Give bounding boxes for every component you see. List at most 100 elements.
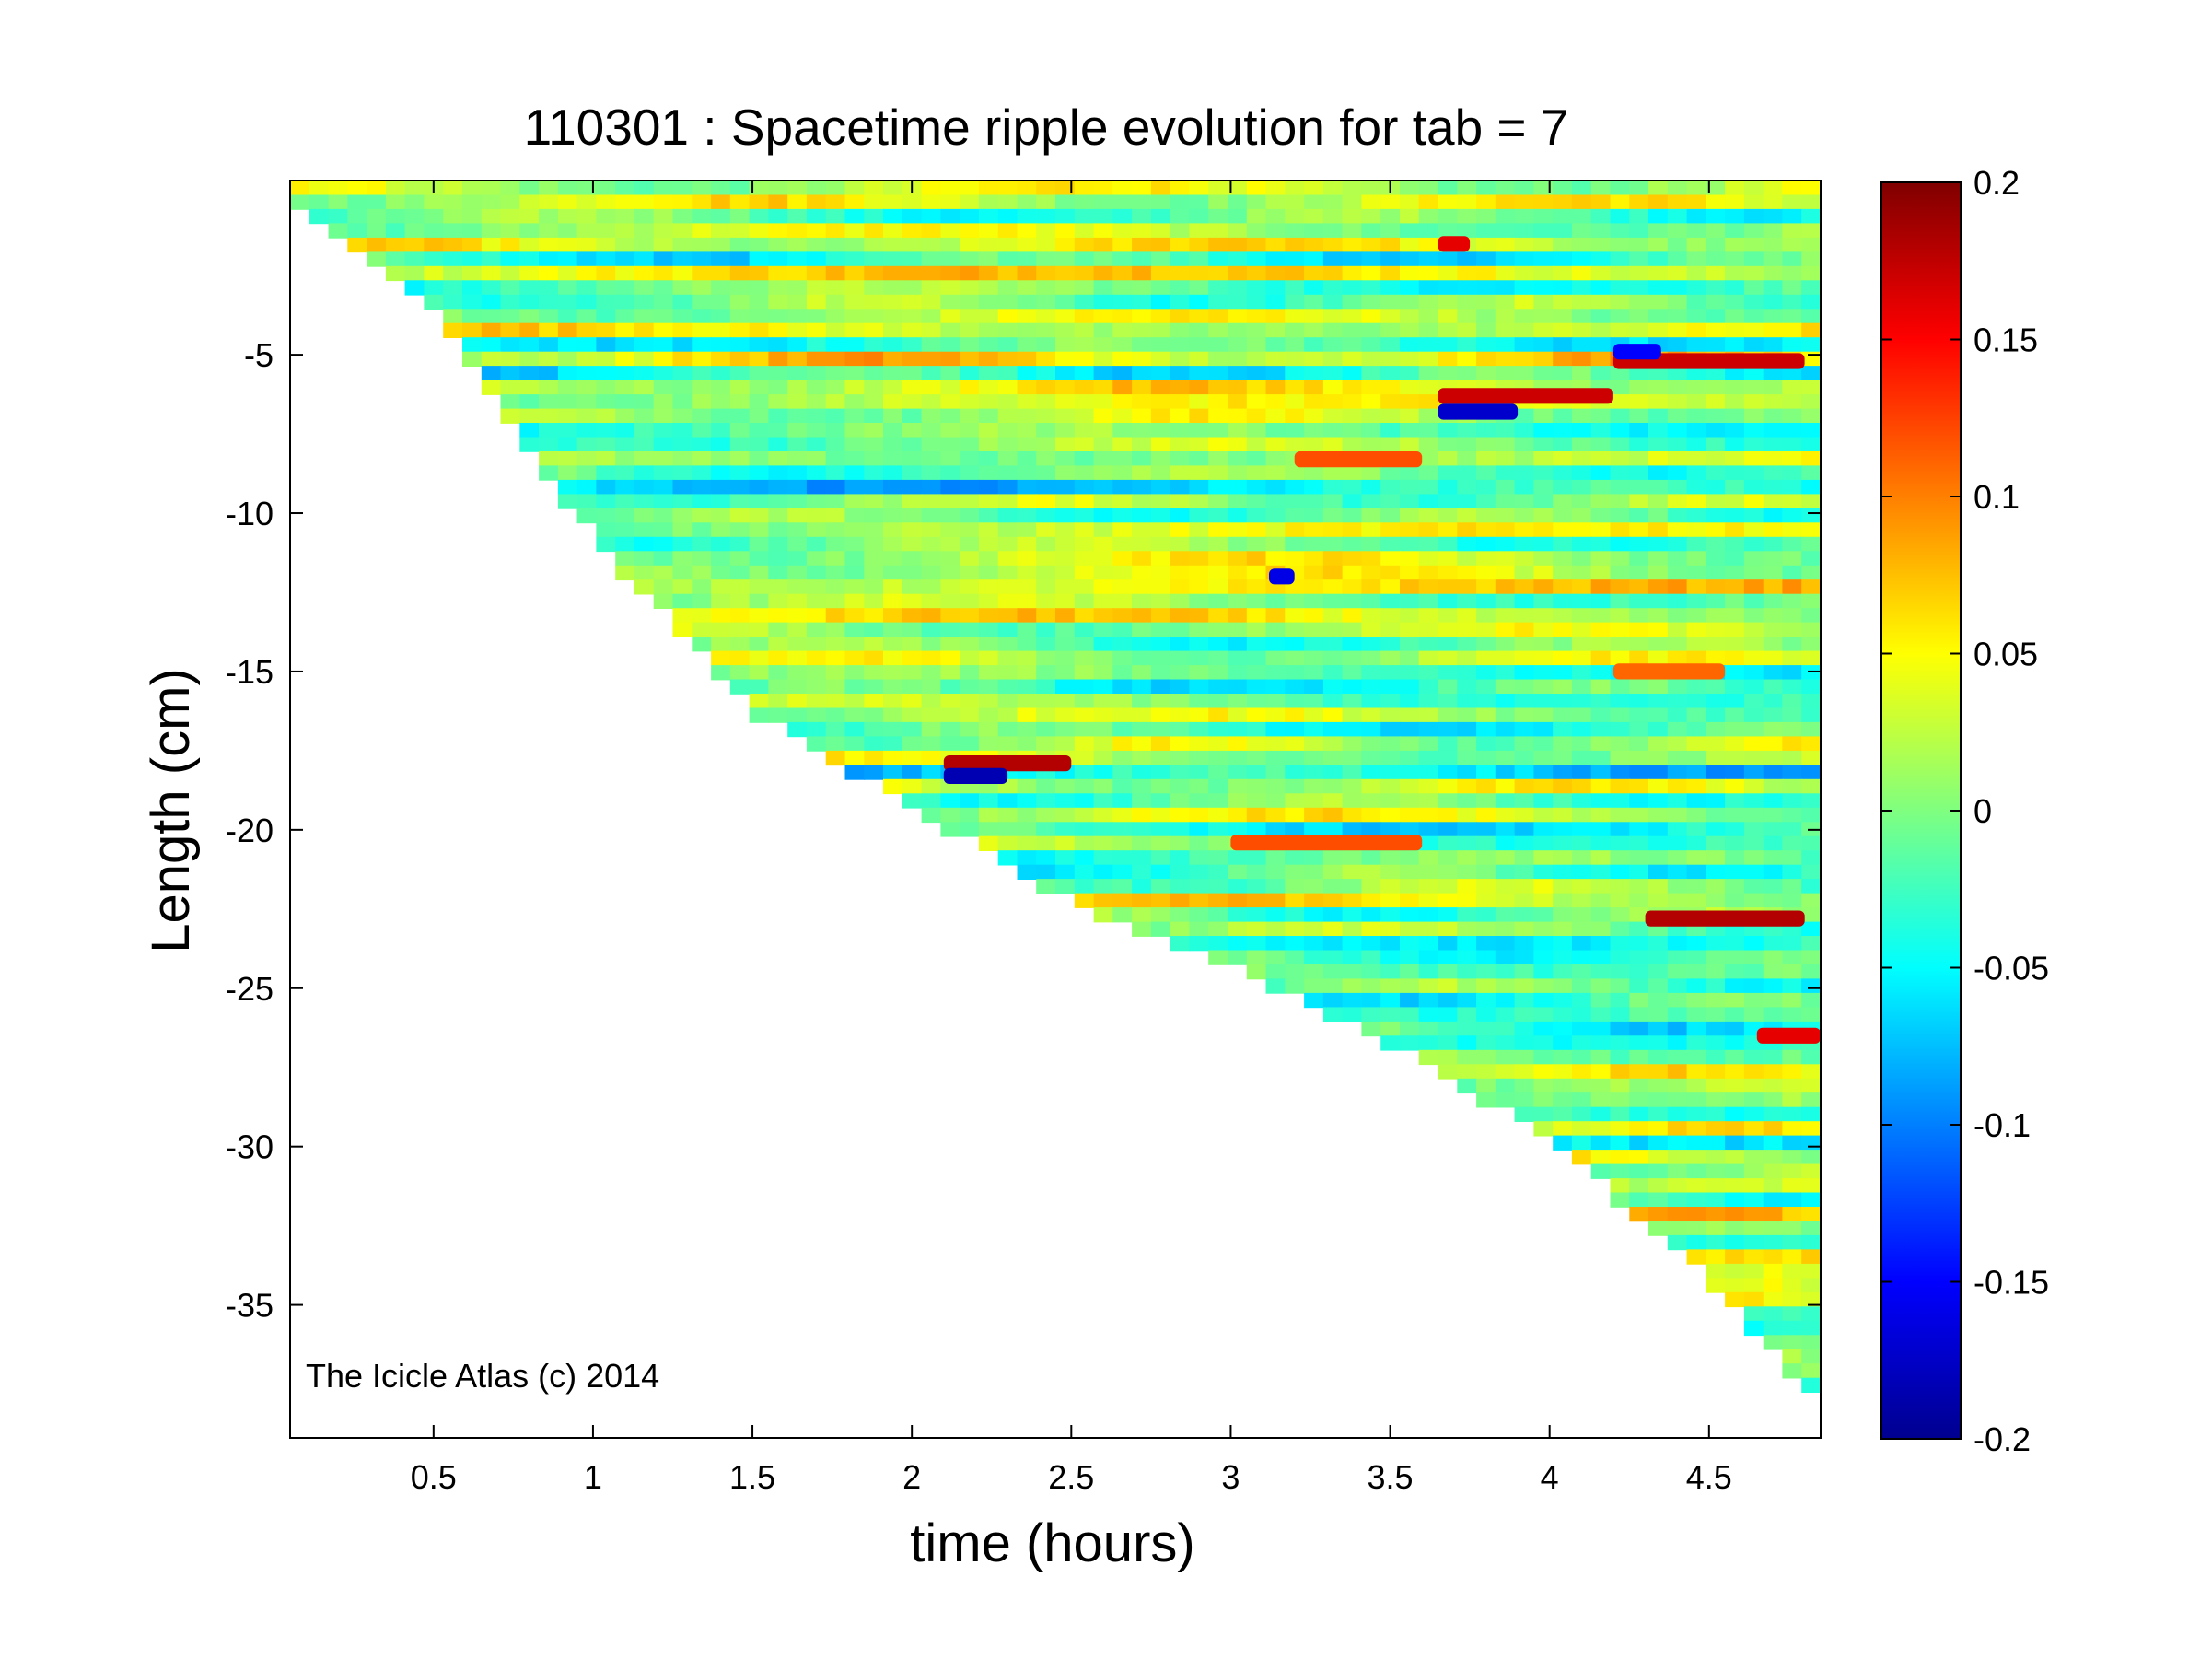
heatmap-cell bbox=[787, 565, 808, 581]
heatmap-cell bbox=[1725, 208, 1745, 225]
heatmap-cell bbox=[1189, 494, 1209, 509]
heatmap-cell bbox=[960, 181, 980, 196]
heatmap-cell bbox=[1246, 907, 1267, 923]
heatmap-cell bbox=[1725, 936, 1745, 952]
heatmap-cell bbox=[1743, 608, 1764, 624]
heatmap-cell bbox=[997, 608, 1019, 624]
heatmap-cell bbox=[539, 337, 559, 353]
heatmap-cell bbox=[1667, 964, 1688, 980]
heatmap-cell bbox=[1571, 181, 1592, 196]
heatmap-cell bbox=[1265, 822, 1286, 837]
heatmap-cell bbox=[1553, 351, 1573, 367]
heatmap-cell bbox=[1228, 479, 1248, 496]
heatmap-cell bbox=[1801, 978, 1821, 994]
heatmap-cell bbox=[787, 366, 808, 381]
heatmap-cell bbox=[1648, 380, 1669, 395]
heatmap-cell bbox=[1132, 351, 1152, 367]
heatmap-cell bbox=[1801, 194, 1821, 210]
heatmap-cell bbox=[978, 608, 999, 624]
heatmap-cell bbox=[1514, 351, 1535, 367]
heatmap-cell bbox=[1743, 893, 1764, 908]
heatmap-cell bbox=[1725, 565, 1745, 581]
heatmap-cell bbox=[1246, 679, 1267, 695]
heatmap-cell bbox=[1361, 964, 1381, 980]
heatmap-cell bbox=[883, 551, 903, 567]
heatmap-cell bbox=[1418, 394, 1439, 410]
heatmap-cell bbox=[1074, 522, 1095, 538]
heatmap-cell bbox=[519, 394, 540, 410]
heatmap-cell bbox=[1571, 1049, 1592, 1066]
heatmap-cell bbox=[1782, 551, 1802, 567]
heatmap-cell bbox=[787, 522, 808, 538]
heatmap-cell bbox=[1821, 238, 1841, 252]
heatmap-cell bbox=[883, 479, 903, 496]
heatmap-cell bbox=[1782, 366, 1802, 381]
heatmap-cell bbox=[1132, 721, 1152, 738]
heatmap-cell bbox=[1342, 879, 1363, 894]
heatmap-cell bbox=[1112, 778, 1133, 795]
heatmap-cell bbox=[1246, 921, 1267, 937]
heatmap-cell bbox=[1648, 1049, 1669, 1066]
heatmap-cell bbox=[749, 337, 770, 353]
heatmap-cell bbox=[1265, 593, 1286, 609]
heatmap-cell bbox=[1590, 694, 1612, 709]
x-tick-label: 1.5 bbox=[729, 1458, 775, 1496]
heatmap-cell bbox=[1036, 850, 1056, 866]
heatmap-cell bbox=[1246, 237, 1267, 253]
heatmap-cell bbox=[1821, 1349, 1841, 1364]
heatmap-cell bbox=[1400, 579, 1420, 595]
heatmap-cell bbox=[1782, 408, 1802, 424]
heatmap-cell bbox=[1648, 822, 1669, 837]
heatmap-cell bbox=[768, 322, 788, 338]
heatmap-cell bbox=[1821, 566, 1841, 580]
heatmap-cell bbox=[1457, 992, 1477, 1009]
heatmap-cell bbox=[1400, 1035, 1420, 1051]
heatmap-cell bbox=[1265, 707, 1286, 723]
heatmap-cell bbox=[634, 423, 655, 438]
heatmap-cell bbox=[1763, 964, 1784, 980]
heatmap-cell bbox=[1495, 593, 1516, 609]
heatmap-cell bbox=[1476, 251, 1496, 267]
heatmap-cell bbox=[1322, 265, 1344, 282]
heatmap-cell bbox=[1667, 1163, 1688, 1179]
heatmap-cell bbox=[902, 579, 923, 595]
heatmap-cell bbox=[1304, 579, 1324, 595]
heatmap-cell bbox=[960, 694, 980, 709]
heatmap-cell bbox=[1017, 337, 1038, 353]
copyright-annotation: The Icicle Atlas (c) 2014 bbox=[306, 1357, 659, 1395]
heatmap-cell bbox=[1782, 750, 1802, 766]
heatmap-feature bbox=[1612, 353, 1805, 369]
heatmap-cell bbox=[997, 665, 1019, 681]
heatmap-cell bbox=[1476, 579, 1496, 595]
heatmap-cell bbox=[1285, 765, 1305, 780]
heatmap-cell bbox=[1533, 423, 1554, 438]
heatmap-cell bbox=[1590, 1078, 1612, 1094]
heatmap-cell bbox=[1170, 309, 1191, 324]
heatmap-cell bbox=[1208, 850, 1228, 866]
heatmap-cell bbox=[1801, 1106, 1821, 1122]
heatmap-cell bbox=[1667, 394, 1688, 410]
heatmap-cell bbox=[1782, 707, 1802, 723]
heatmap-cell bbox=[1782, 822, 1802, 837]
heatmap-cell bbox=[1036, 322, 1056, 338]
heatmap-cell bbox=[1495, 194, 1516, 210]
heatmap-cell bbox=[1801, 522, 1821, 538]
heatmap-cell bbox=[1725, 408, 1745, 424]
heatmap-cell bbox=[1228, 522, 1248, 538]
heatmap-cell bbox=[1821, 195, 1841, 210]
heatmap-cell bbox=[787, 380, 808, 395]
heatmap-cell bbox=[1706, 522, 1726, 538]
heatmap-cell bbox=[1725, 337, 1745, 353]
heatmap-cell bbox=[1801, 650, 1821, 666]
heatmap-cell bbox=[1725, 694, 1745, 709]
heatmap-cell bbox=[978, 280, 999, 296]
heatmap-cell bbox=[1380, 337, 1401, 353]
heatmap-cell bbox=[1610, 807, 1631, 824]
heatmap-cell bbox=[1036, 807, 1056, 824]
heatmap-cell bbox=[883, 593, 903, 609]
heatmap-cell bbox=[1017, 822, 1038, 837]
heatmap-cell bbox=[729, 337, 751, 353]
heatmap-cell bbox=[711, 366, 731, 381]
heatmap-cell bbox=[997, 721, 1019, 738]
heatmap-cell bbox=[672, 565, 693, 581]
